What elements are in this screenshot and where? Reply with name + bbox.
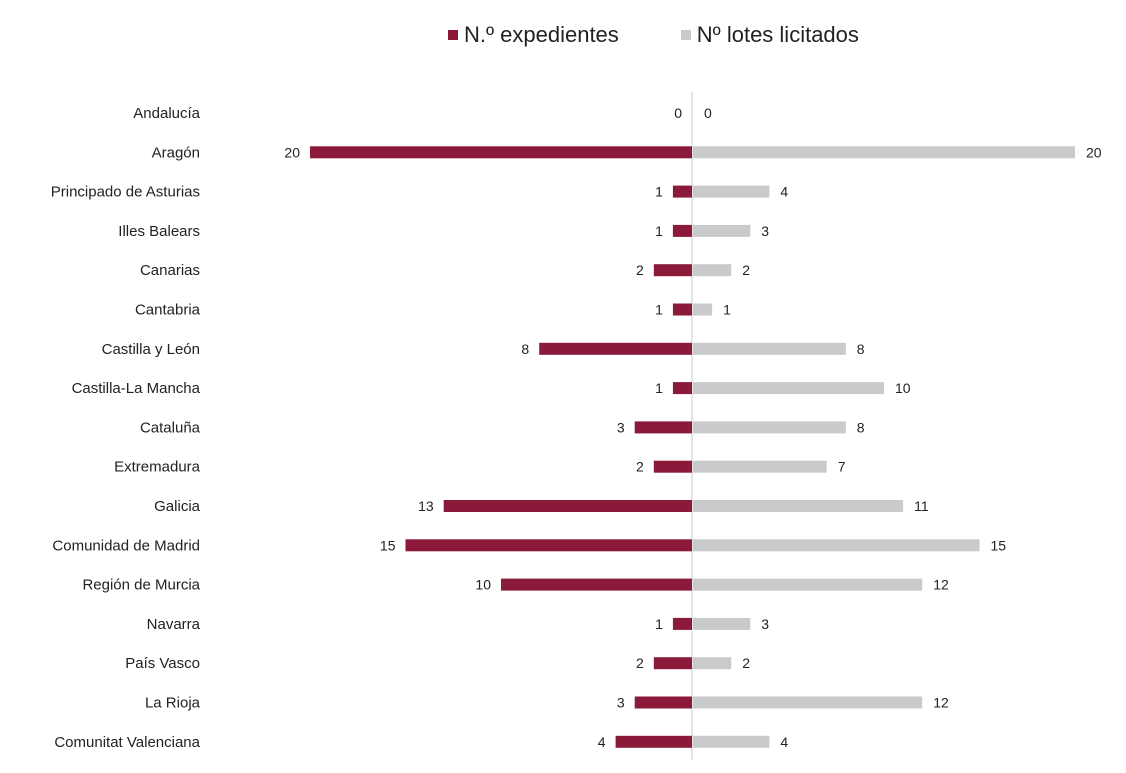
value-label-lotes-row-10: 11 xyxy=(914,498,929,514)
category-label-row-12: Región de Murcia xyxy=(82,577,200,594)
bar-lotes-row-16 xyxy=(693,735,770,748)
legend-item-lotes: Nº lotes licitados xyxy=(680,22,859,48)
value-label-expedientes-row-10: 13 xyxy=(418,498,434,514)
category-label-row-7: Castilla-La Mancha xyxy=(72,380,201,397)
bar-lotes-row-6 xyxy=(693,342,846,355)
bar-lotes-row-5 xyxy=(693,303,713,316)
category-label-row-16: Comunitat Valenciana xyxy=(54,734,200,751)
value-label-expedientes-row-4: 2 xyxy=(636,262,644,278)
value-label-lotes-row-12: 12 xyxy=(933,577,949,593)
value-label-lotes-row-6: 8 xyxy=(857,341,865,357)
value-label-expedientes-row-14: 2 xyxy=(636,655,644,671)
bar-expedientes-row-3 xyxy=(672,224,692,237)
bar-expedientes-row-14 xyxy=(653,657,692,670)
bar-lotes-row-9 xyxy=(693,460,827,473)
value-label-lotes-row-8: 8 xyxy=(857,419,865,435)
bar-expedientes-row-12 xyxy=(501,578,692,591)
category-label-row-8: Cataluña xyxy=(140,419,201,436)
bar-expedientes-row-2 xyxy=(672,185,692,198)
category-label-row-14: País Vasco xyxy=(125,655,200,672)
bar-lotes-row-10 xyxy=(693,500,904,512)
value-label-lotes-row-7: 10 xyxy=(895,380,911,396)
category-label-row-0: Andalucía xyxy=(133,105,200,122)
bar-lotes-row-8 xyxy=(693,421,846,434)
value-label-expedientes-row-9: 2 xyxy=(636,459,644,475)
bar-expedientes-row-15 xyxy=(634,696,692,709)
value-label-lotes-row-14: 2 xyxy=(742,655,750,671)
bar-lotes-row-7 xyxy=(693,382,884,395)
value-label-lotes-row-2: 4 xyxy=(780,184,788,200)
category-label-row-11: Comunidad de Madrid xyxy=(52,537,200,554)
value-label-lotes-row-15: 12 xyxy=(933,695,949,711)
bar-expedientes-row-6 xyxy=(539,342,692,355)
bar-expedientes-row-16 xyxy=(615,735,692,748)
bar-lotes-row-3 xyxy=(693,224,751,237)
legend-label-lotes: Nº lotes licitados xyxy=(696,22,859,47)
category-label-row-3: Illes Balears xyxy=(118,223,200,240)
category-label-row-1: Aragón xyxy=(152,144,200,161)
legend-swatch-expedientes xyxy=(448,30,458,40)
value-label-expedientes-row-0: 0 xyxy=(674,105,682,121)
bar-lotes-row-15 xyxy=(693,696,923,709)
bar-expedientes-row-9 xyxy=(653,460,692,473)
value-label-lotes-row-9: 7 xyxy=(838,459,846,475)
category-label-row-6: Castilla y León xyxy=(102,341,200,358)
value-label-lotes-row-11: 15 xyxy=(991,537,1007,553)
value-label-expedientes-row-3: 1 xyxy=(655,223,663,239)
value-label-expedientes-row-15: 3 xyxy=(617,695,625,711)
category-label-row-5: Cantabria xyxy=(135,302,201,319)
value-label-lotes-row-4: 2 xyxy=(742,262,750,278)
legend-swatch-lotes xyxy=(680,30,691,40)
category-label-row-2: Principado de Asturias xyxy=(51,184,200,201)
value-label-expedientes-row-11: 15 xyxy=(380,537,396,553)
value-label-expedientes-row-8: 3 xyxy=(617,419,625,435)
value-label-expedientes-row-5: 1 xyxy=(655,302,663,318)
value-label-lotes-row-16: 4 xyxy=(780,734,788,750)
value-label-lotes-row-3: 3 xyxy=(761,223,769,239)
bar-expedientes-row-4 xyxy=(653,264,692,277)
value-label-expedientes-row-13: 1 xyxy=(655,616,663,632)
value-label-expedientes-row-16: 4 xyxy=(598,734,606,750)
bar-expedientes-row-10 xyxy=(443,500,692,512)
legend-item-expedientes: N.º expedientes xyxy=(448,22,619,48)
value-label-lotes-row-13: 3 xyxy=(761,616,769,632)
chart-legend: N.º expedientes Nº lotes licitados xyxy=(448,22,859,48)
category-label-row-13: Navarra xyxy=(147,616,201,633)
bar-lotes-row-11 xyxy=(693,539,980,552)
bar-expedientes-row-13 xyxy=(672,617,692,630)
value-label-expedientes-row-7: 1 xyxy=(655,380,663,396)
bar-expedientes-row-1 xyxy=(310,146,692,159)
bar-lotes-row-2 xyxy=(693,185,770,198)
legend-label-expedientes: N.º expedientes xyxy=(464,22,619,47)
bar-lotes-row-4 xyxy=(693,264,732,277)
bar-lotes-row-1 xyxy=(693,146,1075,159)
value-label-lotes-row-1: 20 xyxy=(1086,144,1102,160)
bar-lotes-row-12 xyxy=(693,578,923,591)
bar-lotes-row-14 xyxy=(693,657,732,670)
bar-expedientes-row-7 xyxy=(672,382,692,395)
category-label-row-10: Galicia xyxy=(154,498,201,515)
value-label-expedientes-row-12: 10 xyxy=(475,577,491,593)
value-label-expedientes-row-6: 8 xyxy=(521,341,529,357)
category-label-row-4: Canarias xyxy=(140,262,200,279)
bar-expedientes-row-8 xyxy=(634,421,692,434)
value-label-expedientes-row-1: 20 xyxy=(284,144,300,160)
value-label-lotes-row-5: 1 xyxy=(723,302,731,318)
category-label-row-15: La Rioja xyxy=(145,695,201,712)
bar-expedientes-row-5 xyxy=(672,303,692,316)
category-label-row-9: Extremadura xyxy=(114,459,201,476)
value-label-lotes-row-0: 0 xyxy=(704,105,712,121)
bar-expedientes-row-11 xyxy=(405,539,692,552)
bar-lotes-row-13 xyxy=(693,617,751,630)
value-label-expedientes-row-2: 1 xyxy=(655,184,663,200)
